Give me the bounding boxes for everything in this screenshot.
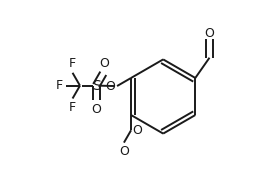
- Text: F: F: [69, 57, 76, 70]
- Text: O: O: [132, 124, 142, 137]
- Text: O: O: [119, 146, 129, 158]
- Text: O: O: [106, 80, 115, 92]
- Text: F: F: [69, 101, 76, 114]
- Text: F: F: [56, 79, 63, 92]
- Text: O: O: [99, 57, 109, 70]
- Text: S: S: [92, 79, 101, 93]
- Text: O: O: [205, 27, 215, 40]
- Text: O: O: [91, 103, 101, 116]
